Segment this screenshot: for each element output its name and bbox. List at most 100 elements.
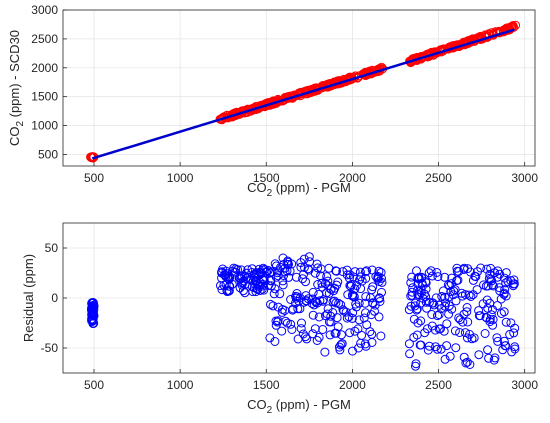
data-point xyxy=(356,338,366,348)
x-tick-label: 2000 xyxy=(339,171,366,185)
data-point xyxy=(328,297,338,307)
data-point xyxy=(316,264,326,274)
data-point xyxy=(321,278,330,288)
data-point xyxy=(444,292,454,302)
data-point xyxy=(454,313,464,323)
data-point xyxy=(422,303,432,313)
x-tick-label: 500 xyxy=(84,378,104,392)
data-point xyxy=(408,283,418,293)
data-point xyxy=(280,306,290,315)
data-point xyxy=(480,329,490,338)
data-point xyxy=(268,301,278,311)
data-point xyxy=(465,329,474,339)
data-point xyxy=(462,357,472,367)
x-tick-label: 1500 xyxy=(253,378,280,392)
data-point xyxy=(440,272,450,282)
data-point xyxy=(413,318,423,328)
data-point xyxy=(506,318,516,328)
data-point xyxy=(476,263,486,273)
data-point xyxy=(280,267,290,277)
data-point xyxy=(320,347,330,357)
y-tick-label: 500 xyxy=(38,147,58,161)
data-point xyxy=(335,345,345,355)
data-point xyxy=(406,278,416,288)
data-point xyxy=(251,287,261,297)
data-point xyxy=(355,275,365,285)
data-point xyxy=(377,287,386,297)
y-tick-label: 2000 xyxy=(31,61,58,75)
data-point xyxy=(434,310,444,320)
data-point xyxy=(509,275,519,285)
data-point xyxy=(510,342,520,352)
data-point xyxy=(496,309,506,318)
data-point xyxy=(270,337,280,346)
data-point xyxy=(419,289,429,299)
data-point xyxy=(329,286,339,296)
data-point xyxy=(485,269,495,279)
data-point xyxy=(235,283,245,293)
data-point xyxy=(488,281,498,291)
data-point xyxy=(292,289,302,298)
data-point xyxy=(315,296,325,306)
data-point xyxy=(439,326,449,336)
data-point xyxy=(406,291,416,301)
data-point xyxy=(339,306,349,316)
data-point xyxy=(270,284,280,294)
data-point xyxy=(433,272,443,282)
data-point xyxy=(423,345,433,355)
data-point xyxy=(451,343,461,353)
top-ticks: 500 1000 1500 2000 2500 3000 500 1000 1500 2000 25… xyxy=(31,3,538,185)
data-point xyxy=(474,306,484,316)
data-point xyxy=(275,289,285,299)
data-point xyxy=(460,328,470,338)
data-point xyxy=(445,351,455,361)
data-point xyxy=(307,299,317,308)
data-point xyxy=(362,320,372,330)
data-point xyxy=(299,254,309,264)
data-point xyxy=(255,277,265,287)
data-point xyxy=(428,298,438,308)
y-tick-label: 50 xyxy=(45,241,59,255)
data-point xyxy=(416,340,426,350)
data-point xyxy=(343,290,353,300)
data-point xyxy=(336,340,346,350)
data-point xyxy=(461,290,470,300)
y-tick-label: 3000 xyxy=(31,3,58,17)
data-point xyxy=(499,288,509,298)
data-point xyxy=(337,330,346,340)
bottom-ticks: 500 1000 1500 2000 2500 3000 -50 0 50 xyxy=(41,241,539,392)
x-tick-label: 1000 xyxy=(167,378,194,392)
data-point xyxy=(222,286,232,296)
data-point xyxy=(459,265,469,274)
data-point xyxy=(414,290,424,300)
data-point xyxy=(495,269,505,279)
data-point xyxy=(287,259,297,269)
data-point xyxy=(318,325,328,334)
data-point xyxy=(366,310,376,320)
data-point xyxy=(505,330,515,339)
data-point xyxy=(338,305,348,315)
data-point xyxy=(314,312,324,322)
data-point xyxy=(361,292,371,302)
data-point xyxy=(257,274,267,284)
data-point xyxy=(298,274,308,284)
data-point xyxy=(411,359,421,369)
data-point xyxy=(224,281,234,291)
data-point xyxy=(448,290,458,300)
data-point xyxy=(506,276,516,286)
data-point xyxy=(221,270,230,280)
data-point xyxy=(486,310,496,320)
data-point xyxy=(416,316,426,326)
data-point xyxy=(485,298,495,308)
data-point xyxy=(87,304,97,314)
data-point xyxy=(466,292,476,301)
data-point xyxy=(438,286,448,296)
data-point xyxy=(490,268,500,278)
data-point xyxy=(367,338,377,347)
data-point xyxy=(345,328,355,338)
data-point xyxy=(485,315,495,324)
data-point xyxy=(475,311,485,321)
data-point xyxy=(347,313,357,323)
data-point xyxy=(351,299,361,309)
